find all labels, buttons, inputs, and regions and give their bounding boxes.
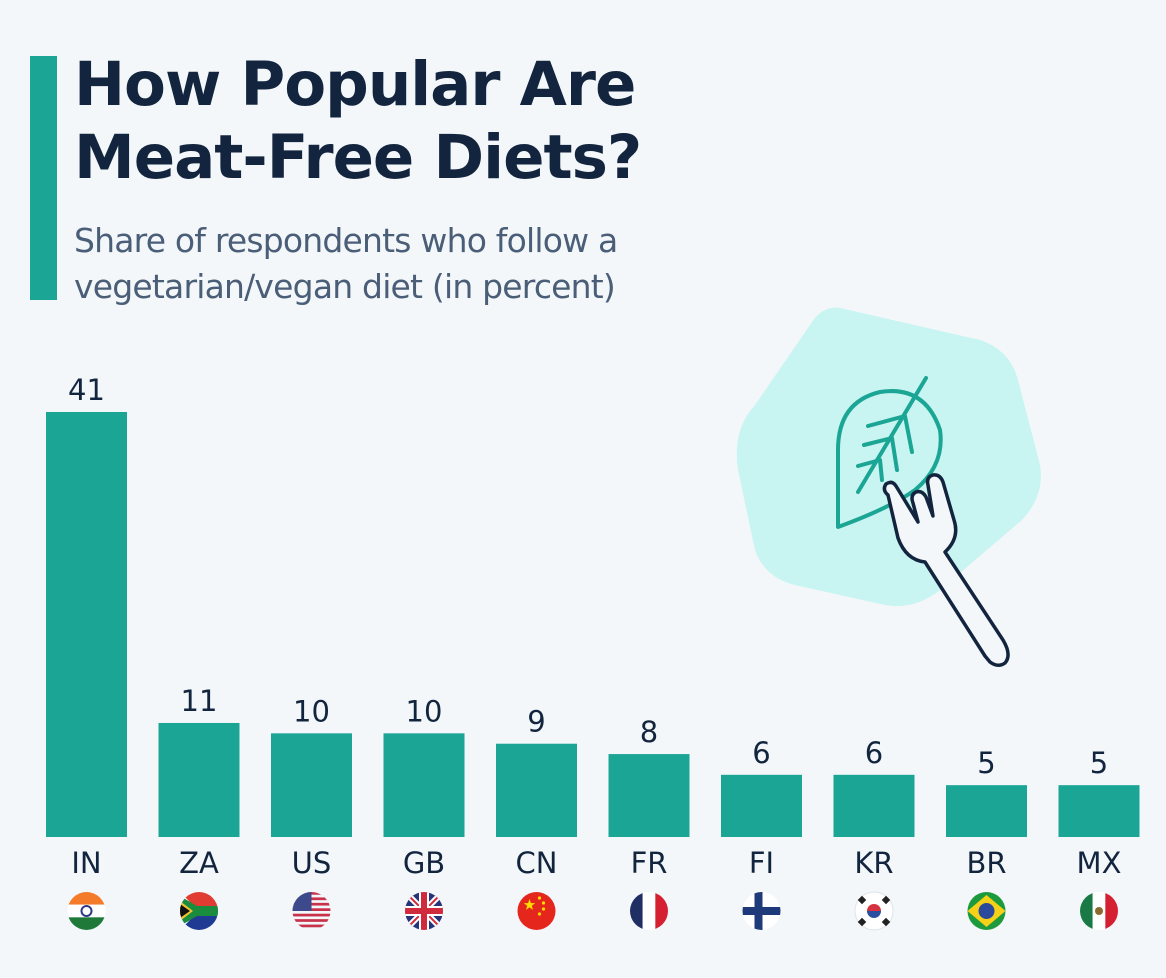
value-label-us: 10	[293, 694, 330, 728]
illustration	[736, 307, 1041, 667]
bar-fi	[721, 774, 802, 837]
bar-in	[46, 412, 127, 837]
value-label-fi: 6	[752, 736, 770, 770]
bar-fr	[608, 754, 690, 837]
uk-flag-icon	[405, 892, 443, 930]
category-label-in: IN	[71, 846, 101, 880]
fork-icon	[882, 473, 1010, 667]
bar-br	[946, 785, 1027, 837]
south-africa-flag-icon	[180, 892, 218, 930]
illustration-blob	[736, 307, 1041, 606]
value-label-cn: 9	[527, 705, 545, 739]
category-label-fi: FI	[749, 846, 774, 880]
category-label-cn: CN	[516, 846, 558, 880]
value-label-in: 41	[68, 373, 105, 407]
usa-flag-icon	[292, 892, 331, 928]
category-label-za: ZA	[179, 846, 219, 880]
value-label-fr: 8	[640, 715, 658, 749]
category-label-us: US	[292, 846, 332, 880]
bar-gb	[383, 733, 465, 837]
value-label-br: 5	[977, 746, 995, 780]
flags-group	[67, 891, 1118, 931]
value-label-kr: 6	[865, 736, 883, 770]
category-labels-group: IN ZA US GB CN FR FI KR BR MX	[71, 846, 1121, 880]
bar-us	[271, 733, 352, 837]
china-flag-icon	[517, 892, 556, 930]
category-label-fr: FR	[631, 846, 668, 880]
category-label-gb: GB	[403, 846, 445, 880]
brazil-flag-icon	[967, 892, 1006, 930]
category-label-kr: KR	[854, 846, 893, 880]
india-flag-icon	[67, 892, 106, 930]
finland-flag-icon	[742, 892, 781, 930]
bar-za	[158, 722, 240, 837]
value-label-za: 11	[181, 684, 218, 718]
chart-title: How Popular Are Meat-Free Diets?	[74, 49, 642, 193]
bars-group	[46, 412, 1140, 837]
mexico-flag-icon	[1080, 892, 1118, 930]
value-label-mx: 5	[1090, 746, 1108, 780]
category-label-br: BR	[966, 846, 1006, 880]
category-label-mx: MX	[1077, 846, 1122, 880]
bar-cn	[496, 743, 577, 837]
chart-subtitle: Share of respondents who follow a vegeta…	[74, 221, 618, 306]
value-label-gb: 10	[406, 694, 443, 728]
france-flag-icon	[630, 892, 668, 930]
south-korea-flag-icon	[854, 891, 894, 931]
bar-mx	[1058, 785, 1140, 837]
title-accent-bar	[30, 56, 57, 300]
value-labels-group: 41 11 10 10 9 8 6 6 5 5	[68, 373, 1108, 780]
bar-kr	[833, 774, 915, 837]
